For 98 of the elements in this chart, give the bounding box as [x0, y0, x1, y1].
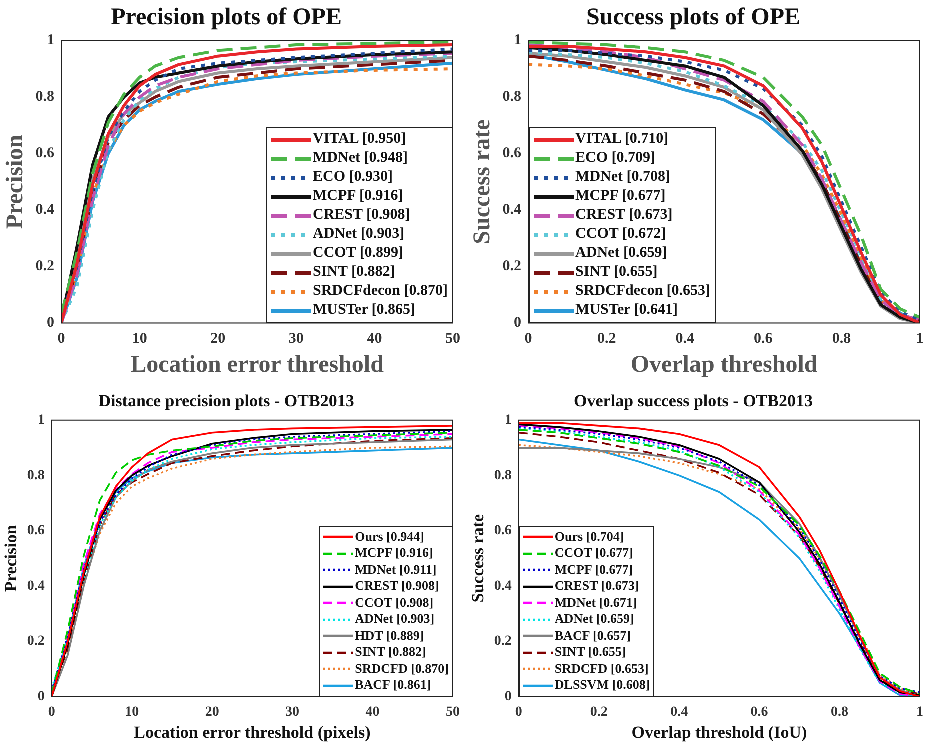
y-tick-label: 0.2 [494, 634, 512, 650]
x-tick-label: 0.8 [832, 331, 852, 348]
x-tick-label: 1 [916, 331, 924, 348]
legend-label: CCOT [0.672] [576, 225, 666, 244]
y-tick-label: 0 [504, 689, 512, 704]
legend-label: SRDCFD [0.870] [355, 660, 449, 678]
legend-label: DLSSVM [0.608] [554, 677, 650, 694]
y-tick-label: 0.6 [27, 524, 45, 539]
y-axis-title: Success rate [470, 119, 496, 244]
legend-label: VITAL [0.950] [313, 130, 406, 150]
y-tick-label: 0.6 [36, 146, 56, 162]
legend-label: MDNet [0.708] [576, 168, 671, 188]
chart-title: Precision plots of OPE [111, 4, 342, 31]
x-tick-label: 40 [367, 331, 382, 348]
legend-label: MDNet [0.911] [355, 562, 437, 578]
legend-label: VITAL [0.710] [576, 130, 669, 150]
x-tick-label: 0.2 [597, 331, 616, 348]
x-tick-label: 10 [125, 704, 140, 720]
legend-label: CCOT [0.908] [355, 594, 434, 612]
legend-label: MDNet [0.948] [313, 149, 408, 168]
x-tick-label: 0.8 [831, 704, 849, 720]
legend-label: SRDCFdecon [0.653] [576, 282, 711, 302]
chart-title: Distance precision plots - OTB2013 [98, 392, 354, 411]
x-tick-label: 0.6 [754, 331, 774, 348]
legend-label: SINT [0.655] [554, 644, 626, 661]
y-tick-label: 0.8 [494, 468, 512, 484]
y-tick-label: 0.2 [27, 634, 45, 650]
y-tick-label: 0.6 [502, 146, 522, 162]
x-tick-label: 30 [288, 331, 304, 348]
x-axis-title: Overlap threshold [630, 352, 818, 378]
x-tick-label: 0 [524, 331, 532, 348]
y-axis-title: Precision [2, 524, 21, 592]
x-tick-label: 20 [205, 704, 220, 720]
legend-label: MUSTer [0.865] [313, 301, 416, 320]
x-tick-label: 40 [366, 704, 380, 720]
legend-label: CCOT [0.677] [554, 545, 634, 562]
x-tick-label: 50 [446, 704, 460, 720]
y-tick-label: 0 [47, 315, 55, 332]
legend-label: ADNet [0.903] [313, 225, 405, 244]
y-tick-label: 0.4 [502, 202, 522, 218]
y-tick-label: 0.2 [502, 258, 522, 275]
legend-label: ECO [0.709] [576, 149, 656, 168]
legend-label: MCPF [0.916] [313, 187, 404, 206]
x-tick-label: 0.4 [676, 331, 696, 348]
x-tick-label: 0 [58, 331, 66, 348]
y-tick-label: 0.8 [502, 89, 522, 106]
y-tick-label: 0.4 [494, 578, 512, 594]
y-tick-label: 0 [38, 689, 45, 704]
y-tick-label: 0.2 [36, 258, 55, 275]
legend-label: ADNet [0.903] [355, 611, 435, 628]
legend-label: HDT [0.889] [355, 628, 424, 644]
chart-title: Overlap success plots - OTB2013 [574, 392, 813, 411]
legend-label: ADNet [0.659] [554, 611, 634, 628]
legend-label: MCPF [0.677] [576, 187, 666, 206]
x-tick-label: 0.4 [670, 704, 688, 720]
x-tick-label: 1 [916, 704, 924, 720]
legend-label: SRDCFD [0.653] [554, 660, 649, 678]
legend-label: MUSTer [0.641] [576, 301, 678, 320]
legend-label: SINT [0.882] [355, 644, 426, 661]
legend-label: MDNet [0.671] [554, 594, 638, 612]
y-tick-label: 0.6 [494, 524, 512, 539]
x-tick-label: 0.6 [750, 704, 768, 720]
legend-label: SINT [0.882] [313, 263, 396, 282]
y-tick-label: 1 [38, 413, 45, 428]
x-tick-label: 30 [286, 704, 300, 720]
legend-label: BACF [0.861] [355, 677, 432, 694]
legend-label: CREST [0.908] [313, 206, 410, 226]
legend-label: ECO [0.930] [313, 168, 393, 188]
legend-label: Ours [0.944] [355, 528, 424, 546]
legend-label: Ours [0.704] [554, 528, 624, 546]
x-tick-label: 20 [210, 331, 226, 348]
x-tick-label: 50 [446, 331, 460, 348]
legend-label: MCPF [0.677] [554, 562, 634, 578]
y-axis-title: Success rate [468, 514, 488, 603]
legend-label: BACF [0.657] [554, 628, 631, 644]
y-axis-title: Precision [2, 134, 29, 230]
y-tick-label: 0.4 [27, 578, 45, 594]
y-tick-label: 0.4 [36, 202, 56, 218]
y-tick-label: 0.8 [36, 89, 55, 106]
y-tick-label: 0.8 [27, 468, 45, 484]
x-axis-title: Location error threshold (pixels) [134, 723, 371, 742]
y-tick-label: 1 [514, 32, 522, 49]
legend-label: CCOT [0.899] [313, 244, 404, 264]
y-tick-label: 0 [514, 315, 522, 332]
x-tick-label: 10 [132, 331, 148, 348]
legend-label: CREST [0.673] [554, 578, 640, 595]
x-axis-title: Overlap threshold (IoU) [632, 723, 808, 742]
x-tick-label: 0.2 [590, 704, 608, 720]
chart-title: Success plots of OPE [586, 4, 801, 31]
y-tick-label: 1 [504, 413, 512, 428]
x-axis-title: Location error threshold [130, 352, 385, 378]
legend-label: CREST [0.908] [355, 578, 440, 595]
legend-label: MCPF [0.916] [355, 545, 434, 562]
legend-label: SRDCFdecon [0.870] [313, 282, 448, 302]
legend-label: CREST [0.673] [576, 206, 673, 226]
legend-label: ADNet [0.659] [576, 244, 668, 264]
y-tick-label: 1 [47, 32, 55, 49]
legend-label: SINT [0.655] [576, 263, 658, 282]
